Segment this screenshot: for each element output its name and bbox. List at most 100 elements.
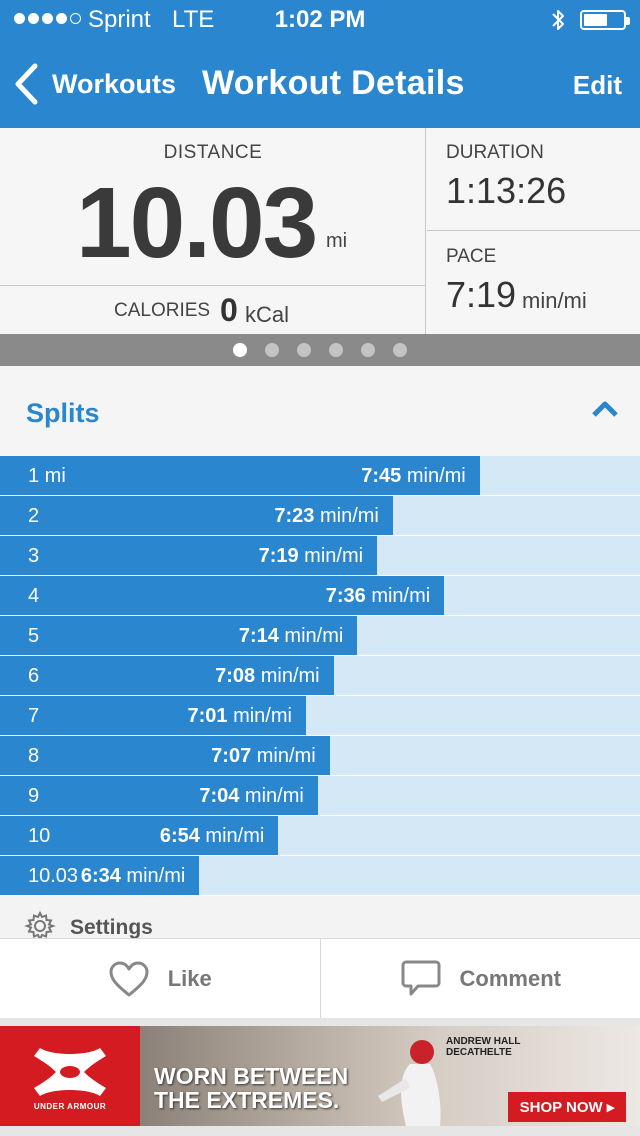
- page-dot[interactable]: [233, 343, 247, 357]
- split-bar: [0, 656, 334, 695]
- split-bar: [0, 816, 279, 855]
- calories-unit: kCal: [245, 302, 290, 327]
- page-dot[interactable]: [393, 343, 407, 357]
- distance-panel: DISTANCE 10.03 mi CALORIES 0 kCal: [0, 128, 426, 334]
- split-bar: [0, 576, 445, 615]
- ad-brand-name: UNDER ARMOUR: [33, 1102, 107, 1111]
- ad-shop-now-button[interactable]: SHOP NOW ▸: [508, 1092, 626, 1122]
- pace-divider: [427, 230, 640, 231]
- gear-icon: [24, 910, 56, 938]
- split-pace: 7:45 min/mi: [361, 465, 465, 488]
- calories-label: CALORIES: [114, 300, 211, 321]
- network-type: LTE: [172, 6, 215, 33]
- split-label: 6: [28, 665, 40, 687]
- top-bar: Sprint LTE 1:02 PM Workouts Workout Deta…: [0, 0, 640, 128]
- pace-value: 7:19: [446, 274, 517, 315]
- ad-banner[interactable]: UNDER ARMOUR WORN BETWEEN THE EXTREMES. …: [0, 1026, 640, 1126]
- distance-value: 10.03: [76, 167, 318, 279]
- back-button[interactable]: Workouts: [14, 60, 176, 108]
- split-row: 5 7:14 min/mi: [0, 616, 640, 656]
- splits-list: 1 mi 7:45 min/mi 2 7:23 min/mi 3 7:19 min/mi 4…: [0, 456, 640, 896]
- split-label: 1 mi: [28, 465, 66, 487]
- comment-icon: [401, 960, 441, 995]
- calories-value: 0: [220, 292, 238, 328]
- duration-label: DURATION: [446, 142, 544, 163]
- split-pace-unit: min/mi: [256, 745, 316, 767]
- settings-row[interactable]: Settings: [0, 896, 640, 938]
- like-button[interactable]: Like: [0, 939, 320, 1018]
- battery-nub: [626, 17, 630, 25]
- workout-stats: DISTANCE 10.03 mi CALORIES 0 kCal DURATI…: [0, 128, 640, 334]
- signal-dot: [28, 13, 39, 24]
- split-bar: [0, 776, 318, 815]
- distance-label: DISTANCE: [163, 142, 263, 163]
- ad-spacer: [0, 1018, 640, 1028]
- split-row: 7 7:01 min/mi: [0, 696, 640, 736]
- split-pace-unit: min/mi: [260, 665, 320, 687]
- split-bar: [0, 536, 378, 575]
- split-pace: 7:07 min/mi: [211, 745, 315, 768]
- split-pace-value: 7:01: [187, 705, 228, 727]
- split-label: 5: [28, 625, 40, 647]
- edit-button[interactable]: Edit: [572, 70, 622, 100]
- bottom-spacer: [0, 1126, 640, 1136]
- split-pace: 6:34 min/mi: [81, 865, 185, 888]
- split-pace-unit: min/mi: [304, 545, 364, 567]
- status-time: 1:02 PM: [274, 6, 366, 33]
- split-pace-unit: min/mi: [205, 825, 265, 847]
- ad-headline-line2: THE EXTREMES.: [154, 1087, 340, 1113]
- splits-header[interactable]: Splits: [0, 366, 640, 456]
- split-pace-value: 6:34: [80, 865, 121, 887]
- split-pace-value: 7:23: [274, 505, 315, 527]
- split-label: 9: [28, 785, 40, 807]
- split-label: 8: [28, 745, 40, 767]
- split-row: 10.03 6:34 min/mi: [0, 856, 640, 896]
- split-row: 1 mi 7:45 min/mi: [0, 456, 640, 496]
- split-pace: 7:36 min/mi: [326, 585, 430, 608]
- page-dot[interactable]: [297, 343, 311, 357]
- like-label: Like: [167, 965, 212, 991]
- split-pace-unit: min/mi: [126, 865, 186, 887]
- page-dot[interactable]: [265, 343, 279, 357]
- chevron-up-icon[interactable]: [592, 400, 618, 418]
- splits-title: Splits: [26, 398, 100, 428]
- ad-athlete-title: DECATHELTE: [446, 1047, 512, 1058]
- ad-headline-line1: WORN BETWEEN: [154, 1063, 349, 1089]
- split-pace-unit: min/mi: [406, 465, 466, 487]
- ad-brand-logo: UNDER ARMOUR: [0, 1026, 140, 1126]
- distance-unit: mi: [326, 230, 348, 252]
- split-bar: [0, 696, 306, 735]
- split-bar: [0, 616, 358, 655]
- split-label: 3: [28, 545, 40, 567]
- page-dot[interactable]: [329, 343, 343, 357]
- split-label: 4: [28, 585, 40, 607]
- bluetooth-icon: [552, 10, 564, 30]
- split-pace-value: 6:54: [159, 825, 200, 847]
- carrier-name: Sprint: [88, 6, 151, 33]
- page-dot[interactable]: [361, 343, 375, 357]
- comment-button[interactable]: Comment: [319, 939, 640, 1018]
- split-pace-value: 7:14: [238, 625, 279, 647]
- status-bar: Sprint LTE 1:02 PM: [0, 0, 640, 40]
- split-label: 2: [28, 505, 40, 527]
- heart-icon: [109, 961, 149, 996]
- signal-dot: [56, 13, 67, 24]
- split-pace-value: 7:07: [211, 745, 252, 767]
- split-row: 6 7:08 min/mi: [0, 656, 640, 696]
- split-bar: [0, 496, 393, 535]
- pace-label: PACE: [446, 246, 497, 267]
- split-pace-unit: min/mi: [284, 625, 344, 647]
- split-row: 2 7:23 min/mi: [0, 496, 640, 536]
- ad-headline: WORN BETWEEN THE EXTREMES.: [154, 1064, 348, 1112]
- split-label: 7: [28, 705, 40, 727]
- ad-athlete-image: [378, 1040, 441, 1126]
- split-bar: [0, 456, 480, 495]
- pace-unit: min/mi: [522, 288, 587, 313]
- split-label: 10.03: [28, 865, 79, 887]
- signal-dot: [14, 13, 25, 24]
- calories-row: CALORIES 0 kCal: [0, 285, 426, 334]
- split-pace: 7:08 min/mi: [215, 665, 319, 688]
- split-row: 10 6:54 min/mi: [0, 816, 640, 856]
- split-pace-unit: min/mi: [244, 785, 304, 807]
- page-indicator[interactable]: [0, 334, 640, 366]
